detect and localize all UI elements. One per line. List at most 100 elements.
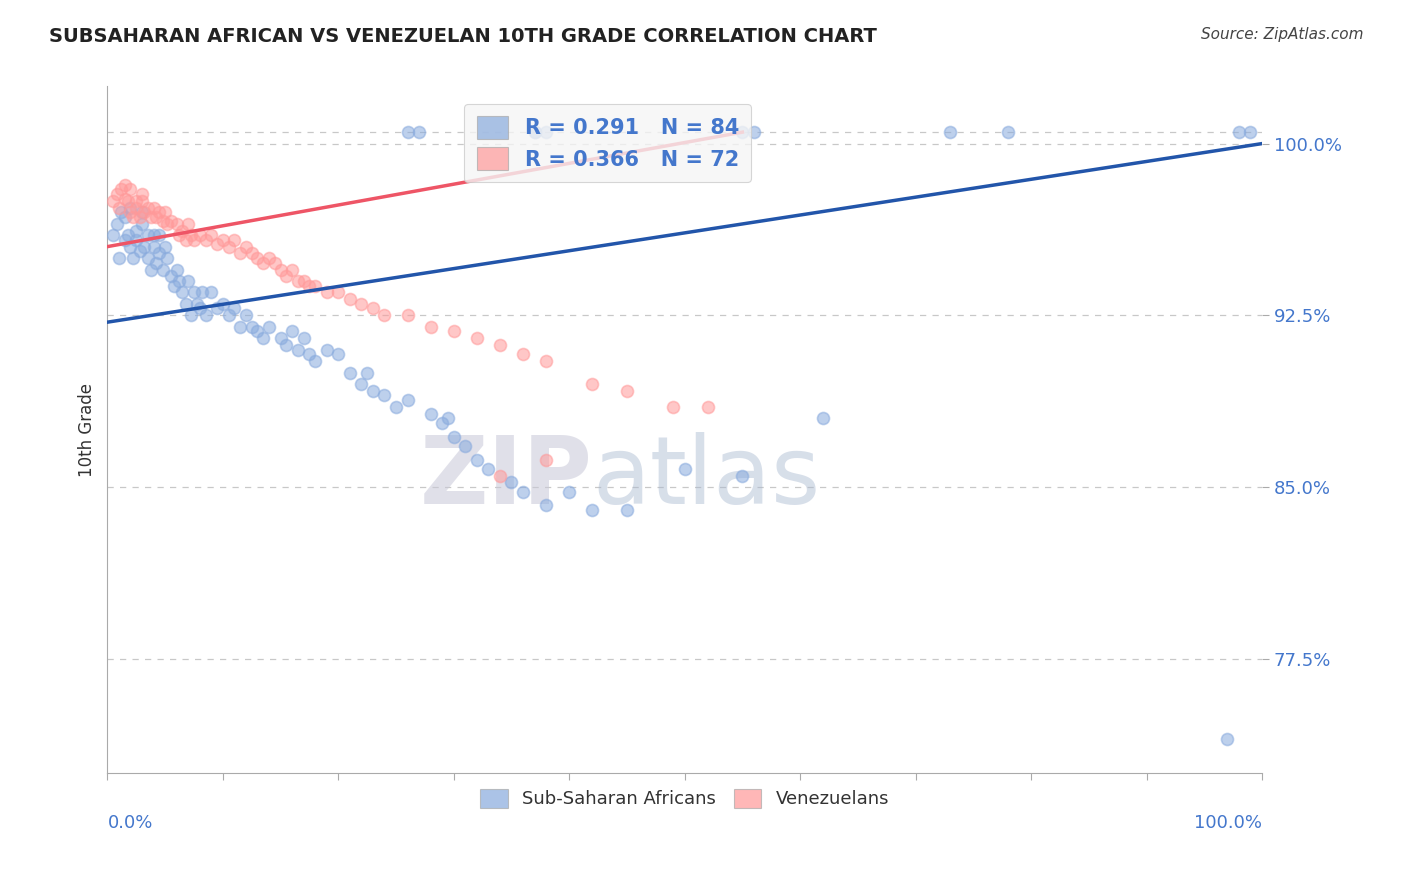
Point xyxy=(373,388,395,402)
Point xyxy=(292,274,315,288)
Point xyxy=(153,239,176,253)
Point xyxy=(298,347,321,361)
Point xyxy=(120,201,142,215)
Point xyxy=(186,297,208,311)
Point xyxy=(408,125,430,139)
Point xyxy=(117,194,139,208)
Point xyxy=(177,274,200,288)
Point xyxy=(281,324,304,338)
Point xyxy=(121,251,143,265)
Point xyxy=(292,331,315,345)
Point xyxy=(110,205,132,219)
Point xyxy=(141,262,163,277)
Point xyxy=(200,285,222,300)
Point xyxy=(224,301,246,316)
Point xyxy=(136,251,159,265)
Point xyxy=(419,407,441,421)
Point xyxy=(131,205,153,219)
Point xyxy=(257,251,280,265)
Text: 100.0%: 100.0% xyxy=(1194,814,1263,832)
Point xyxy=(121,210,143,224)
Text: SUBSAHARAN AFRICAN VS VENEZUELAN 10TH GRADE CORRELATION CHART: SUBSAHARAN AFRICAN VS VENEZUELAN 10TH GR… xyxy=(49,27,877,45)
Point xyxy=(142,239,165,253)
Point xyxy=(166,217,188,231)
Point xyxy=(361,384,384,398)
Point xyxy=(101,228,124,243)
Point xyxy=(581,376,603,391)
Point xyxy=(396,125,419,139)
Point xyxy=(731,125,754,139)
Point xyxy=(696,400,718,414)
Point xyxy=(174,297,197,311)
Point xyxy=(512,484,534,499)
Point xyxy=(523,125,546,139)
Point xyxy=(997,125,1019,139)
Point xyxy=(432,416,454,430)
Point xyxy=(731,468,754,483)
Point xyxy=(489,338,512,352)
Point xyxy=(339,293,361,307)
Point xyxy=(101,194,124,208)
Point xyxy=(211,233,233,247)
Point xyxy=(141,210,163,224)
Point xyxy=(105,217,128,231)
Point xyxy=(114,192,136,206)
Point xyxy=(194,233,217,247)
Point xyxy=(125,233,148,247)
Point xyxy=(156,251,179,265)
Point xyxy=(110,182,132,196)
Point xyxy=(229,246,252,260)
Point xyxy=(356,366,378,380)
Point xyxy=(134,239,156,253)
Point xyxy=(142,228,165,243)
Point xyxy=(163,278,186,293)
Point xyxy=(252,255,274,269)
Text: atlas: atlas xyxy=(592,432,821,524)
Point xyxy=(328,347,350,361)
Point xyxy=(465,452,488,467)
Point xyxy=(183,233,205,247)
Point xyxy=(235,308,257,322)
Point xyxy=(167,228,190,243)
Point xyxy=(304,354,326,368)
Point xyxy=(172,224,194,238)
Point xyxy=(172,285,194,300)
Point xyxy=(489,468,512,483)
Point xyxy=(200,228,222,243)
Point xyxy=(270,331,292,345)
Point xyxy=(145,210,167,224)
Point xyxy=(148,246,170,260)
Point xyxy=(120,239,142,253)
Point xyxy=(742,125,765,139)
Point xyxy=(350,376,373,391)
Point xyxy=(315,343,337,357)
Point xyxy=(270,262,292,277)
Point xyxy=(128,244,150,259)
Point xyxy=(156,217,179,231)
Point xyxy=(939,125,962,139)
Point xyxy=(148,228,170,243)
Point xyxy=(179,228,201,243)
Point xyxy=(211,297,233,311)
Point xyxy=(315,285,337,300)
Point xyxy=(125,224,148,238)
Point xyxy=(437,411,460,425)
Point xyxy=(183,285,205,300)
Point xyxy=(257,319,280,334)
Point xyxy=(136,201,159,215)
Point xyxy=(1239,125,1261,139)
Point xyxy=(454,439,477,453)
Point xyxy=(218,308,240,322)
Point xyxy=(523,125,546,139)
Point xyxy=(373,308,395,322)
Point xyxy=(224,233,246,247)
Point xyxy=(194,308,217,322)
Point xyxy=(148,205,170,219)
Text: ZIP: ZIP xyxy=(419,432,592,524)
Point xyxy=(396,308,419,322)
Point xyxy=(361,301,384,316)
Point xyxy=(465,331,488,345)
Point xyxy=(145,255,167,269)
Point xyxy=(443,430,465,444)
Point xyxy=(131,217,153,231)
